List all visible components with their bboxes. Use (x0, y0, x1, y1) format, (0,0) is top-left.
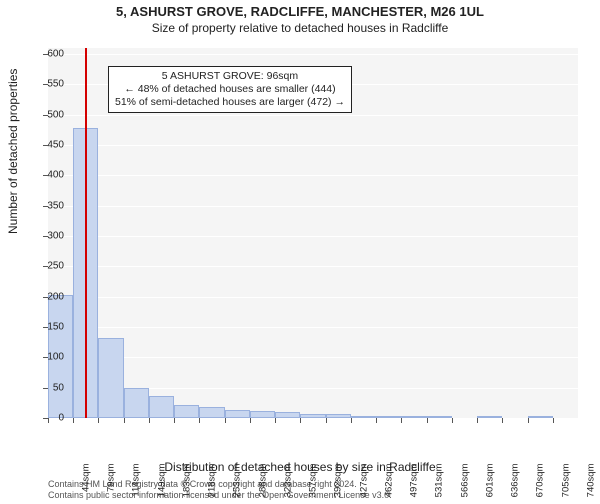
xtick-label: 323sqm (282, 464, 293, 504)
xtick-label: 462sqm (383, 464, 394, 504)
xtick-label: 670sqm (535, 464, 546, 504)
xtick-label: 636sqm (510, 464, 521, 504)
histogram-bar (174, 405, 199, 418)
chart-title-address: 5, ASHURST GROVE, RADCLIFFE, MANCHESTER,… (0, 4, 600, 19)
xtick-label: 218sqm (207, 464, 218, 504)
histogram-bar (401, 416, 426, 418)
xtick-label: 149sqm (156, 464, 167, 504)
histogram-bar (351, 416, 376, 418)
histogram-bar (376, 416, 401, 418)
property-marker-line (85, 48, 87, 418)
xtick-label: 253sqm (232, 464, 243, 504)
xtick-label: 427sqm (358, 464, 369, 504)
xtick-label: 114sqm (131, 464, 142, 504)
histogram-bar (250, 411, 275, 418)
histogram-bar (275, 412, 300, 418)
histogram-bar (199, 407, 224, 418)
histogram-bar (98, 338, 123, 418)
xtick-label: 705sqm (560, 464, 571, 504)
xtick-label: 288sqm (257, 464, 268, 504)
xtick-label: 497sqm (409, 464, 420, 504)
histogram-bar (300, 414, 325, 418)
chart-area: 5 ASHURST GROVE: 96sqm← 48% of detached … (48, 48, 578, 418)
y-axis-label: Number of detached properties (6, 69, 20, 234)
annotation-box: 5 ASHURST GROVE: 96sqm← 48% of detached … (108, 66, 352, 113)
annot-line3: 51% of semi-detached houses are larger (… (115, 96, 345, 109)
annot-line2: ← 48% of detached houses are smaller (44… (115, 83, 345, 96)
xtick-label: 79sqm (106, 464, 117, 504)
xtick-label: 392sqm (333, 464, 344, 504)
chart-subtitle: Size of property relative to detached ho… (0, 21, 600, 35)
histogram-bar (427, 416, 452, 418)
histogram-bar (326, 414, 351, 418)
xtick-label: 740sqm (585, 464, 596, 504)
histogram-bar (225, 410, 250, 418)
histogram-bar (149, 396, 174, 418)
xtick-label: 357sqm (308, 464, 319, 504)
xtick-label: 531sqm (434, 464, 445, 504)
histogram-bar (528, 416, 553, 418)
xtick-label: 183sqm (181, 464, 192, 504)
histogram-bar (124, 388, 149, 418)
xtick-label: 566sqm (459, 464, 470, 504)
plot-area: 5 ASHURST GROVE: 96sqm← 48% of detached … (48, 48, 578, 418)
xtick-label: 44sqm (81, 464, 92, 504)
xtick-label: 601sqm (484, 464, 495, 504)
histogram-bar (477, 416, 502, 418)
annot-line1: 5 ASHURST GROVE: 96sqm (115, 70, 345, 83)
